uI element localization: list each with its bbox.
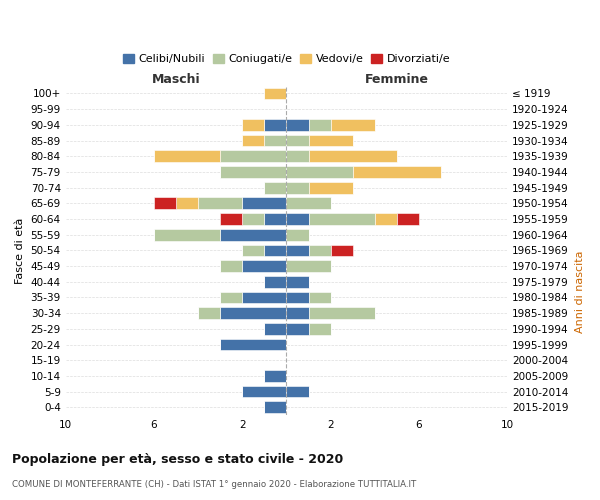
Bar [242, 292, 286, 304]
Bar [286, 292, 308, 304]
Bar [286, 276, 308, 287]
Bar [265, 182, 286, 194]
Bar [286, 229, 308, 240]
Bar [286, 134, 308, 146]
Bar [242, 134, 265, 146]
Bar [308, 323, 331, 334]
Bar [397, 213, 419, 225]
Bar [265, 119, 286, 131]
Bar [242, 213, 265, 225]
Bar [265, 134, 286, 146]
Bar [220, 292, 242, 304]
Bar [286, 198, 331, 209]
Bar [308, 134, 353, 146]
Y-axis label: Anni di nascita: Anni di nascita [575, 250, 585, 333]
Bar [154, 198, 176, 209]
Bar [265, 276, 286, 287]
Bar [286, 386, 308, 398]
Bar [286, 213, 308, 225]
Bar [265, 213, 286, 225]
Bar [265, 323, 286, 334]
Bar [286, 308, 308, 319]
Bar [265, 370, 286, 382]
Bar [265, 402, 286, 413]
Bar [308, 150, 397, 162]
Bar [242, 244, 265, 256]
Bar [154, 150, 220, 162]
Bar [286, 119, 308, 131]
Text: Maschi: Maschi [152, 74, 200, 86]
Bar [375, 213, 397, 225]
Bar [198, 198, 242, 209]
Bar [220, 308, 286, 319]
Bar [220, 150, 286, 162]
Bar [308, 119, 331, 131]
Bar [308, 213, 375, 225]
Bar [220, 229, 286, 240]
Bar [265, 88, 286, 100]
Bar [220, 260, 242, 272]
Bar [308, 244, 331, 256]
Bar [331, 244, 353, 256]
Text: COMUNE DI MONTEFERRANTE (CH) - Dati ISTAT 1° gennaio 2020 - Elaborazione TUTTITA: COMUNE DI MONTEFERRANTE (CH) - Dati ISTA… [12, 480, 416, 489]
Bar [220, 166, 286, 178]
Bar [308, 308, 375, 319]
Bar [353, 166, 441, 178]
Bar [242, 198, 286, 209]
Y-axis label: Fasce di età: Fasce di età [15, 217, 25, 284]
Text: Femmine: Femmine [365, 74, 429, 86]
Bar [286, 244, 308, 256]
Bar [176, 198, 198, 209]
Bar [308, 182, 353, 194]
Bar [286, 260, 331, 272]
Bar [242, 386, 286, 398]
Bar [242, 119, 265, 131]
Text: Popolazione per età, sesso e stato civile - 2020: Popolazione per età, sesso e stato civil… [12, 452, 343, 466]
Bar [220, 213, 242, 225]
Bar [331, 119, 375, 131]
Bar [286, 182, 308, 194]
Bar [198, 308, 220, 319]
Legend: Celibi/Nubili, Coniugati/e, Vedovi/e, Divorziati/e: Celibi/Nubili, Coniugati/e, Vedovi/e, Di… [121, 52, 452, 66]
Bar [286, 166, 353, 178]
Bar [220, 338, 286, 350]
Bar [286, 323, 308, 334]
Bar [265, 244, 286, 256]
Bar [286, 150, 308, 162]
Bar [242, 260, 286, 272]
Bar [308, 292, 331, 304]
Bar [154, 229, 220, 240]
